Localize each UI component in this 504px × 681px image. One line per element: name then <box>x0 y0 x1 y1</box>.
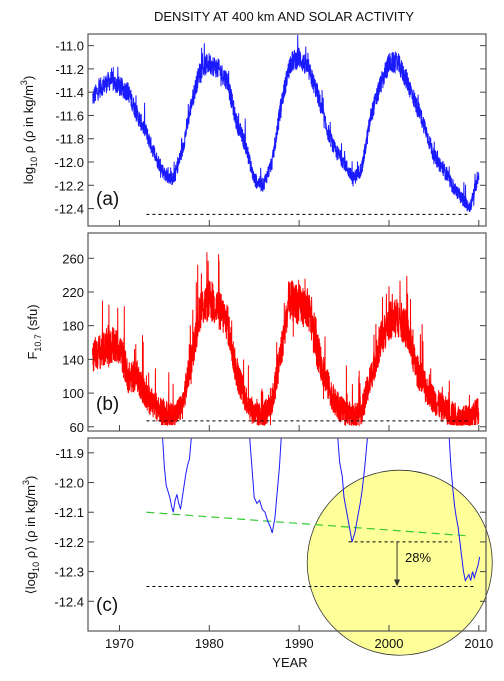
f107-series <box>92 252 480 427</box>
density-ytick-label: -11.8 <box>55 132 84 147</box>
smoothed-density-segment <box>337 438 368 543</box>
density-ytick-label: -11.0 <box>55 39 84 54</box>
f107-ytick-label: 140 <box>62 352 84 367</box>
smoothed-y-axis-label: ⟨log10​ ρ⟩ (ρ in kg/m3​) <box>21 476 41 595</box>
density-y-axis-label: log10​ ρ (ρ in kg/m3​) <box>19 76 39 185</box>
smoothed-density-segment <box>162 438 192 513</box>
highlight-circle <box>306 469 493 656</box>
density-ytick-label: -12.4 <box>54 202 84 217</box>
density-panel: -11.0 -11.2 -11.4 -11.6 -11.8 -12.0 -12.2 -12.4… <box>19 33 487 227</box>
density-plot-frame <box>87 33 487 227</box>
x-tick-label: 1980 <box>195 636 224 651</box>
smoothed-density-panel: 28% -11.9 -12.0 -12.1 -12.2 -12.3 -12.4 1970 1… <box>21 437 493 656</box>
smoothed-density-segment <box>249 438 282 534</box>
density-ytick-label: -11.2 <box>55 62 84 77</box>
smoothed-plot-frame <box>87 437 487 632</box>
smoothed-ytick-label: -12.3 <box>54 565 84 580</box>
panel-a-label: (a) <box>96 189 119 210</box>
smoothed-ytick-label: -12.1 <box>54 505 84 520</box>
f107-ytick-label: 220 <box>62 285 84 300</box>
decline-percentage-label: 28% <box>405 550 431 565</box>
f107-ytick-label: 260 <box>62 251 84 266</box>
smoothed-density-segment <box>448 438 481 582</box>
smoothed-ytick-label: -11.9 <box>55 446 84 461</box>
chart-title: DENSITY AT 400 km AND SOLAR ACTIVITY <box>154 9 414 24</box>
f107-ytick-label: 60 <box>70 420 84 435</box>
x-tick-label: 2000 <box>375 636 404 651</box>
x-tick-label: 1990 <box>285 636 314 651</box>
trend-line <box>146 511 470 537</box>
panel-b-label: (b) <box>96 394 119 415</box>
smoothed-ytick-label: -12.2 <box>54 535 84 550</box>
density-ytick-label: -11.6 <box>55 108 84 123</box>
x-axis-label: YEAR <box>272 655 307 670</box>
f107-ytick-label: 180 <box>62 319 84 334</box>
density-ytick-label: -12.0 <box>54 155 84 170</box>
panel-c-label: (c) <box>96 595 118 616</box>
f107-y-axis-label: F10.7​ (sfu) <box>25 304 43 359</box>
smoothed-ytick-label: -12.0 <box>54 476 84 491</box>
density-series <box>92 34 480 213</box>
decline-arrowhead <box>394 579 401 587</box>
x-tick-label: 2010 <box>464 636 493 651</box>
f107-plot-frame <box>87 232 487 432</box>
smoothed-ytick-label: -12.4 <box>54 594 84 609</box>
f107-ytick-label: 100 <box>62 386 84 401</box>
x-tick-label: 1970 <box>105 636 134 651</box>
density-ytick-label: -11.4 <box>55 85 84 100</box>
density-ytick-label: -12.2 <box>54 178 84 193</box>
f107-panel: 60 100 140 180 220 260 (b) F10.7​ (sfu) <box>25 232 487 435</box>
